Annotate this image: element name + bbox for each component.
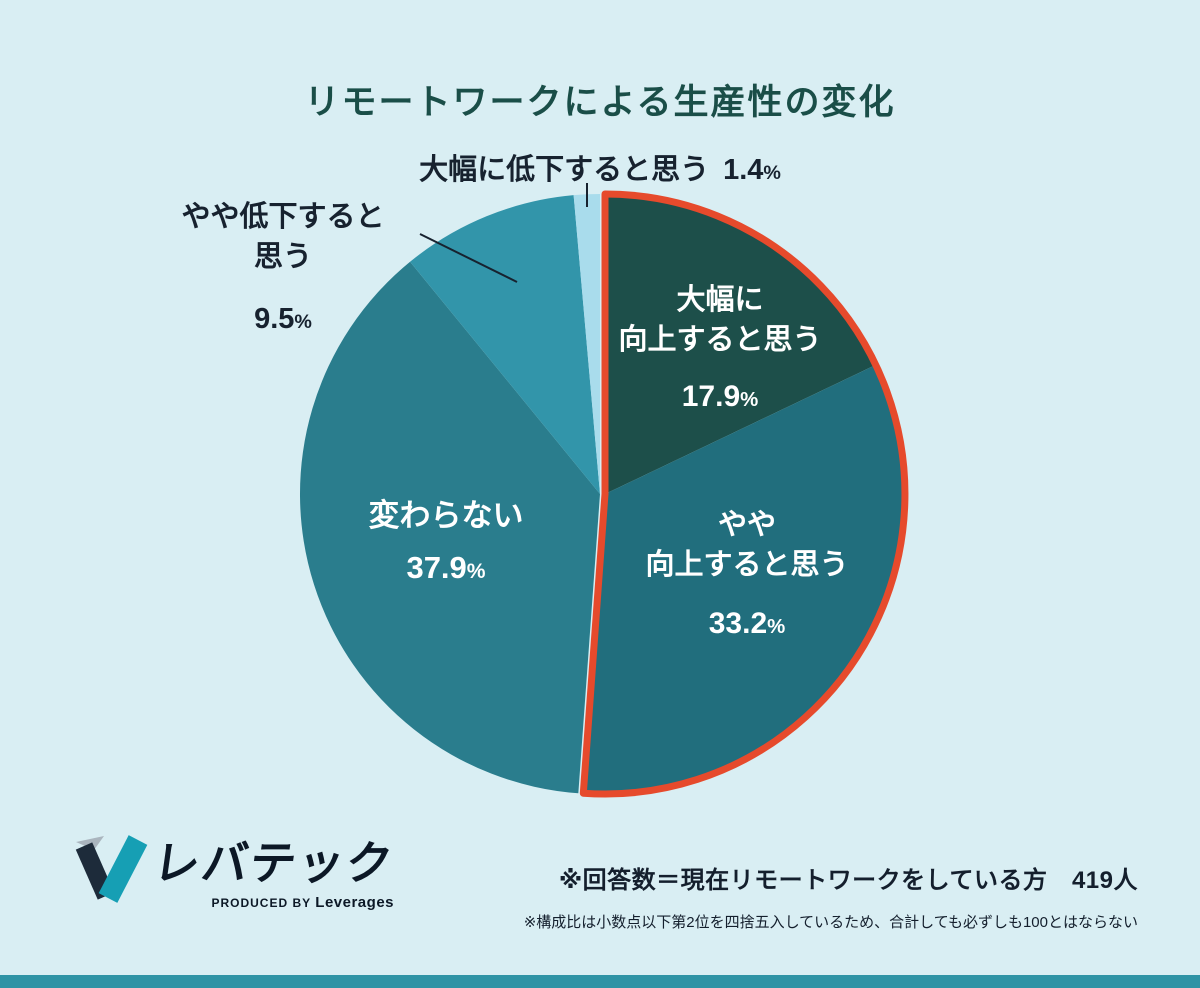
levtech-logo-mark [75,835,148,903]
logo-text-column: レバテック PRODUCED BY Leverages [150,834,397,911]
company-name: Leverages [315,894,394,911]
slice-label-line: 向上すると思う [618,324,822,356]
slice-percent: 17.9% [570,380,870,414]
percent-value: 17.9 [681,380,741,413]
pie-slice-improve-slight [583,364,906,795]
label-decline-large: 大幅に低下すると思う 1.4% [2,146,1198,188]
bottom-accent-bar [0,975,1200,988]
slice-percent: 37.9% [296,550,596,586]
percent-value: 37.9 [406,550,467,585]
pie-slice-improve-large [605,194,876,494]
percent-value: 33.2 [708,607,768,640]
percent-value: 9.5 [254,303,295,335]
slice-percent: 9.5% [133,303,433,336]
percent-unit: % [740,389,759,411]
label-decline-slight: やや低下すると 思う 9.5% [133,197,433,336]
pie-slice-decline-slight [410,195,600,494]
slice-label-line: やや低下すると [181,201,385,233]
pie-slice-decline-large [573,194,600,494]
logo-stroke-teal [98,835,148,903]
percent-unit: % [763,162,781,184]
footnotes: ※回答数＝現在リモートワークをしている方 419人 ※構成比は小数点以下第2位を… [524,860,1138,932]
percent-unit: % [294,311,312,333]
slice-label-line: 向上すると思う [645,549,849,581]
respondents-note: ※回答数＝現在リモートワークをしている方 419人 [558,867,1138,894]
pie-slice-no-change [299,261,600,794]
logo-wordmark: レバテック [150,837,398,889]
slice-label-line: 思う [253,241,312,273]
percent-unit: % [466,560,486,583]
chart-title: リモートワークによる生産性の変化 [304,83,896,122]
produced-by-label: PRODUCED BY [211,896,311,910]
slice-percent: 33.2% [597,607,897,641]
percent-value: 1.4 [723,154,764,186]
label-improve-large: 大幅に 向上すると思う 17.9% [570,280,870,414]
percent-unit: % [767,616,786,638]
label-improve-slight: やや 向上すると思う 33.2% [597,505,897,641]
levtech-logo: レバテック PRODUCED BY Leverages [70,834,398,914]
slice-label-line: やや [717,509,776,541]
logo-facet-gray [76,836,104,850]
slice-label-line: 大幅に [676,284,764,316]
leader-line-decline-slight [419,233,518,283]
rounding-note: ※構成比は小数点以下第2位を四捨五入しているため、合計しても必ずしも100とはな… [523,914,1138,931]
slice-percent: 1.4% [723,154,781,186]
label-no-change: 変わらない 37.9% [296,496,596,586]
logo-produced-by: PRODUCED BY Leverages [211,894,394,911]
highlight-outline [579,190,909,798]
slice-label-line: 大幅に低下すると思う [419,154,710,186]
slice-label-line: 変わらない [368,498,524,533]
